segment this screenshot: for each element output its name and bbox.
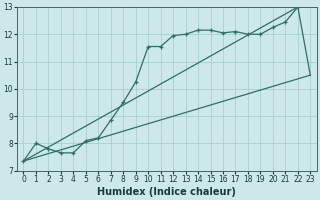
X-axis label: Humidex (Indice chaleur): Humidex (Indice chaleur): [98, 187, 236, 197]
